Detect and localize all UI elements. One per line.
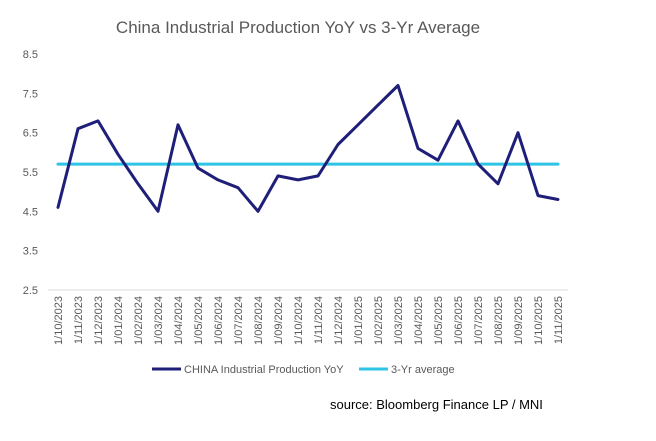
y-tick-label: 5.5: [23, 167, 38, 179]
x-tick-label: 1/06/2024: [213, 296, 225, 345]
x-tick-label: 1/05/2024: [193, 296, 205, 345]
x-tick-label: 1/04/2024: [173, 296, 185, 345]
x-tick-label: 1/09/2024: [273, 296, 285, 345]
x-tick-label: 1/06/2025: [453, 296, 465, 345]
y-tick-label: 6.5: [23, 128, 38, 140]
x-tick-label: 1/10/2024: [293, 296, 305, 345]
chart-title: China Industrial Production YoY vs 3-Yr …: [116, 18, 480, 37]
x-tick-label: 1/11/2023: [73, 296, 85, 344]
legend: CHINA Industrial Production YoY 3-Yr ave…: [152, 364, 455, 376]
x-tick-label: 1/01/2025: [353, 296, 365, 345]
x-tick-label: 1/05/2025: [433, 296, 445, 345]
y-tick-label: 8.5: [23, 49, 38, 61]
y-tick-label: 4.5: [23, 206, 38, 218]
x-tick-label: 1/09/2025: [513, 296, 525, 345]
x-tick-label: 1/10/2023: [53, 296, 65, 345]
x-tick-label: 1/01/2024: [113, 296, 125, 345]
legend-label-ip-yoy: CHINA Industrial Production YoY: [184, 364, 344, 376]
x-tick-label: 1/10/2025: [533, 296, 545, 345]
x-tick-label: 1/11/2024: [313, 296, 325, 344]
x-tick-label: 1/07/2024: [233, 296, 245, 345]
y-tick-label: 3.5: [23, 246, 38, 258]
x-tick-label: 1/02/2024: [133, 296, 145, 345]
series-lines: [56, 84, 560, 213]
source-note: source: Bloomberg Finance LP / MNI: [330, 397, 543, 412]
x-axis-tick-labels: 1/10/2023 1/11/2023 1/12/2023 1/01/2024 1/02…: [53, 296, 565, 345]
y-tick-label: 2.5: [23, 285, 38, 297]
x-tick-label: 1/03/2024: [153, 296, 165, 345]
series-line-ip-yoy: [56, 84, 560, 213]
x-tick-label: 1/02/2025: [373, 296, 385, 345]
y-axis-tick-labels: 2.5 3.5 4.5 5.5 6.5 7.5 8.5: [23, 49, 38, 297]
x-tick-label: 1/03/2025: [393, 296, 405, 345]
x-tick-label: 1/08/2024: [253, 296, 265, 345]
x-tick-label: 1/04/2025: [413, 296, 425, 345]
x-tick-label: 1/11/2025: [553, 296, 565, 344]
legend-label-3yr-average: 3-Yr average: [391, 364, 455, 376]
x-tick-label: 1/12/2023: [93, 296, 105, 345]
x-tick-label: 1/12/2024: [333, 296, 345, 345]
y-tick-label: 7.5: [23, 88, 38, 100]
x-tick-label: 1/08/2025: [493, 296, 505, 345]
x-tick-label: 1/07/2025: [473, 296, 485, 345]
